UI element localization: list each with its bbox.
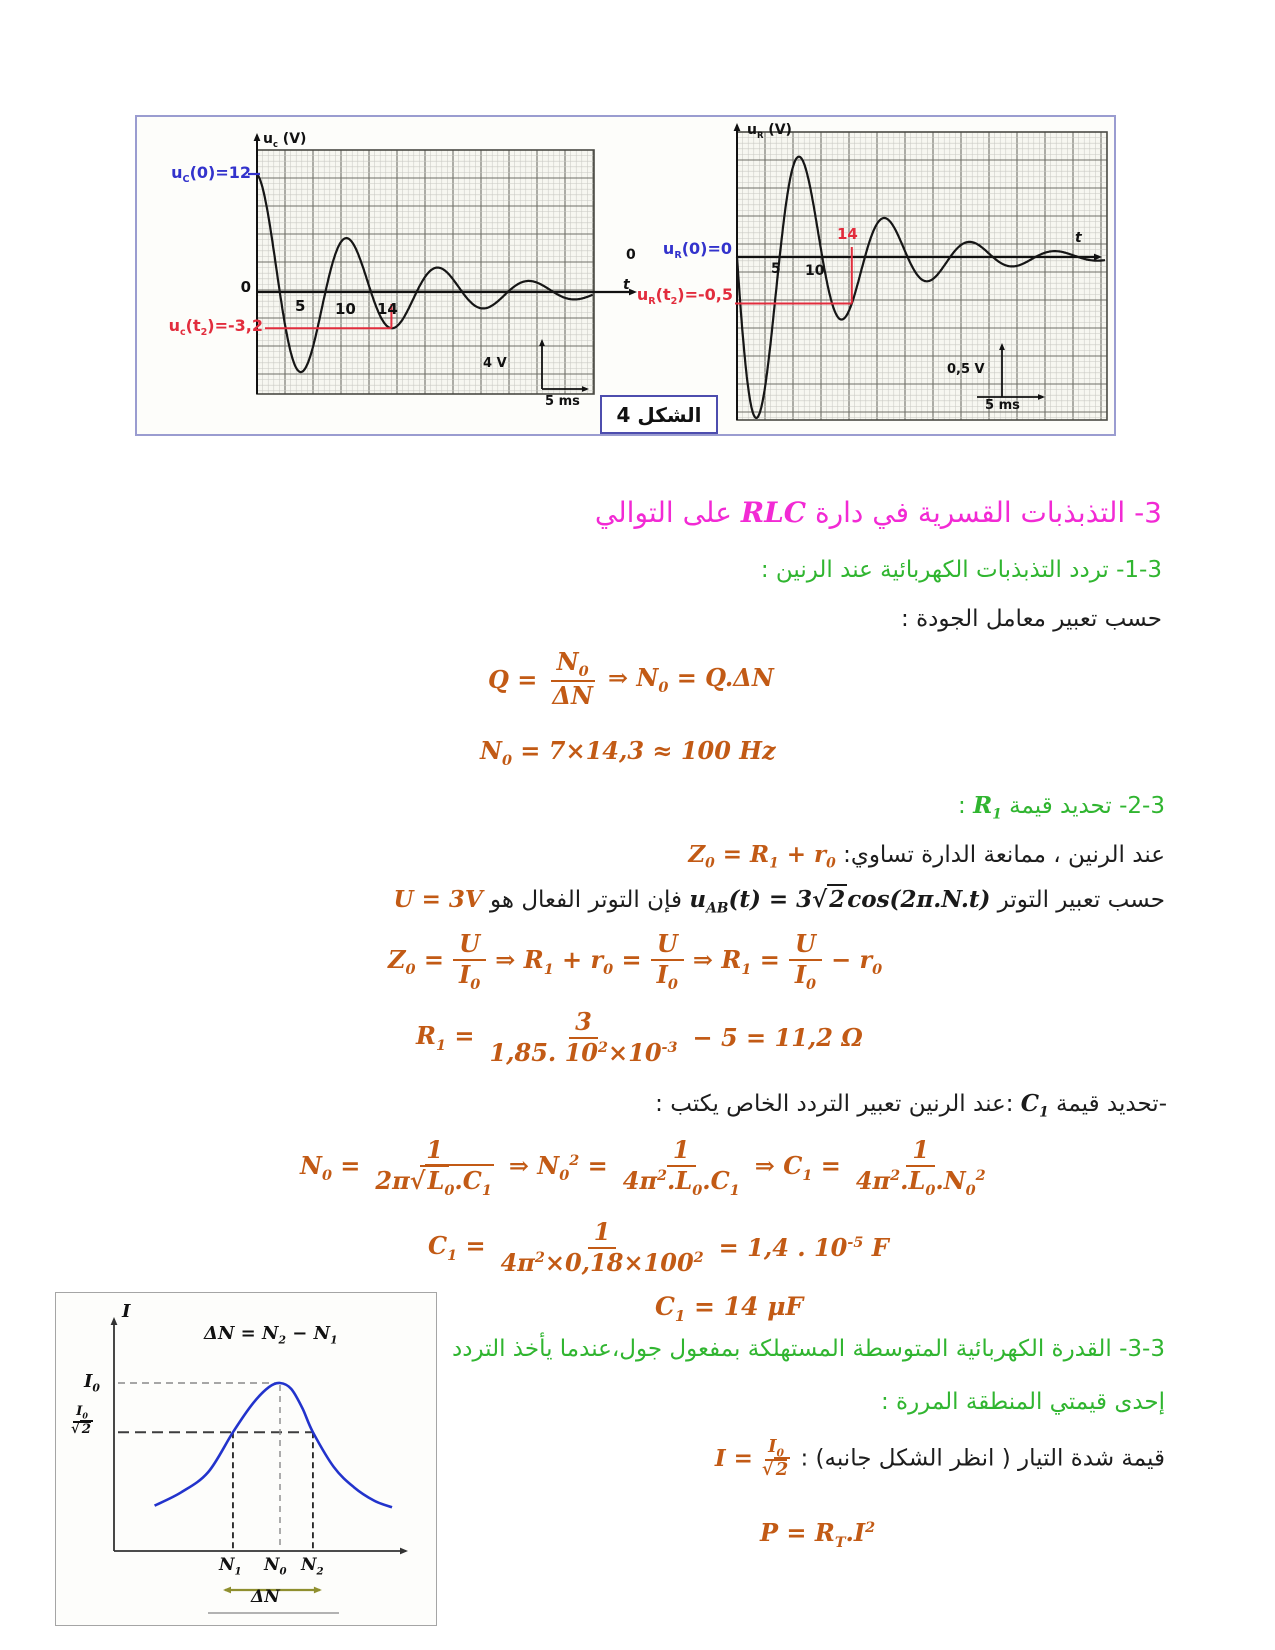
figure-4: uc (V) uC(0)=12 0 5 10 14 uc(t2)=-3,2 4 … <box>135 115 1116 436</box>
formula-power: P = RT.I2 <box>760 1518 876 1551</box>
i0-over-sqrt2-label: I0 √ 2 <box>68 1405 96 1437</box>
bandwidth-equation-label: ΔN = N2 − N1 <box>204 1323 338 1347</box>
ur-time-scale-label: 5 ms <box>985 398 1020 413</box>
uc-axis-end-zero-label: 0 <box>626 247 636 263</box>
uc-oscillogram-chart <box>248 133 637 395</box>
formula-c1-microfarad: C1 = 14 μF <box>655 1292 804 1325</box>
ur-time-axis-label: t <box>1075 230 1082 246</box>
uc-tick-5: 5 <box>295 297 306 315</box>
uc-initial-value-label: uC(0)=12 <box>171 163 251 186</box>
resonance-y-axis-label: I <box>122 1301 131 1322</box>
uc-tick-10: 10 <box>335 300 356 318</box>
formula-n0-value: N0 = 7×14,3 ≈ 100 Hz <box>480 736 776 769</box>
i0-frac-denominator: √ 2 <box>71 1419 93 1437</box>
ur-t2-value-label: uR(t2)=-0,5 <box>636 285 733 308</box>
uc-time-axis-label: t <box>623 277 630 293</box>
i0-label: I0 <box>84 1371 100 1395</box>
ur-oscillogram-chart <box>733 123 1108 421</box>
n1-label: N1 <box>219 1555 242 1578</box>
formula-n0-c1: N0 = 1 2π√L0.C1 ⇒ N02 = 1 4π2.L0.C1 ⇒ C1 = 1 4π2… <box>300 1135 986 1199</box>
subsection-3-1-heading: 1-3- تردد التذبذبات الكهربائية عند الرني… <box>760 557 1162 583</box>
ur-tick-10: 10 <box>805 263 825 279</box>
uc-time-scale-label: 5 ms <box>545 394 580 409</box>
voltage-expression-text: حسب تعبير التوتر uAB(t) = 3√2cos(2π.N.t)… <box>393 884 1165 917</box>
ur-tick-5: 5 <box>771 261 781 277</box>
quality-factor-intro-text: حسب تعبير معامل الجودة : <box>901 606 1162 632</box>
subsection-3-2-heading: 2-3- تحديد قيمة R1 : <box>958 792 1165 823</box>
ur-voltage-scale-label: 0,5 V <box>947 362 985 377</box>
figure-caption-text: الشكل 4 <box>616 402 702 427</box>
subsection-3-3-heading-line1: 3-3- القدرة الكهربائية المتوسطة المستهلك… <box>451 1336 1165 1362</box>
uc-origin-label: 0 <box>240 278 251 296</box>
uc-tick-14: 14 <box>377 300 398 318</box>
ur-axis-label: uR (V) <box>747 122 792 140</box>
formula-c1-value: C1 = 1 4π2×0,18×1002 = 1,4 . 10-5 F <box>428 1217 889 1277</box>
ur-t2-tick-label: 14 <box>837 225 858 243</box>
resonance-curve-chart <box>110 1317 408 1614</box>
figure-caption: الشكل 4 <box>600 395 718 434</box>
resonance-curve-figure: I ΔN = N2 − N1 I0 I0 √ 2 N1 N0 N2 ΔN <box>55 1292 437 1626</box>
delta-n-label: ΔN <box>251 1587 280 1607</box>
n0-label: N0 <box>264 1555 287 1578</box>
uc-t2-value-label: uc(t2)=-3,2 <box>168 316 263 339</box>
formula-quality-factor: Q = N0 ΔN ⇒ N0 = Q.ΔN <box>488 647 774 711</box>
section-heading-rlc: 3- التذبذبات القسرية في دارة RLC على الت… <box>594 496 1162 529</box>
uc-voltage-scale-label: 4 V <box>483 356 507 371</box>
determine-c1-text: -تحديد قيمة C1 :عند الرنين تعبير التردد … <box>655 1090 1167 1121</box>
formula-z0-r1: Z0 = U I0 ⇒ R1 + r0 = U I0 ⇒ R1 = U I0− r0 <box>388 929 883 993</box>
impedance-at-resonance-text: عند الرنين ، ممانعة الدارة تساوي: Z0 = R… <box>688 841 1165 872</box>
formula-r1-value: R1 = 3 1,85. 102×10-3− 5 = 11,2 Ω <box>416 1007 863 1067</box>
uc-axis-label: uc (V) <box>263 131 307 149</box>
subsection-3-3-heading-line2: إحدى قيمتي المنطقة المررة : <box>880 1389 1165 1415</box>
n2-label: N2 <box>301 1555 324 1578</box>
i0-frac-numerator: I0 <box>73 1405 91 1423</box>
ur-initial-value-label: uR(0)=0 <box>662 239 732 262</box>
current-intensity-text: قيمة شدة التيار ( انظر الشكل جانبه) : I … <box>714 1436 1165 1480</box>
